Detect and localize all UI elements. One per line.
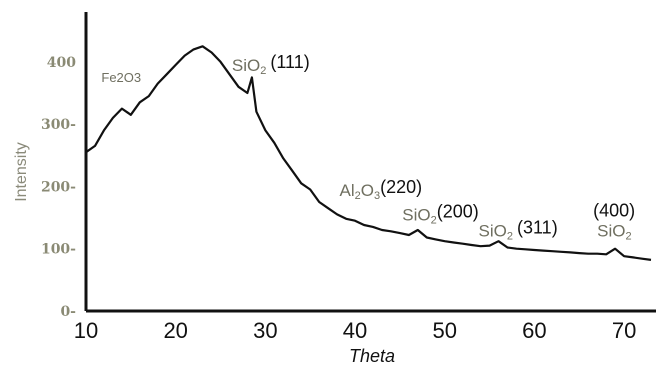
x-tick-label: 70 [612,318,636,343]
annotation-al2o3_220: Al2O3(220) [340,177,423,202]
series-line [85,45,652,261]
annotation-sio2_400: SiO2 [597,221,631,242]
y-tick-label: 0- [60,304,76,320]
y-tick-label: 100- [41,242,76,258]
y-tick-label: 200- [41,179,76,195]
x-tick-label: 40 [343,318,367,343]
annotation-sio2_200: SiO2(200) [402,202,479,227]
annotation-sio2_311: SiO2 (311) [479,217,558,242]
x-axis-title: Theta [349,346,395,365]
annotation-sio2_111: SiO2 (111) [232,52,310,77]
y-axis-title: Intensity [13,142,30,202]
x-tick-label: 30 [253,318,277,343]
x-ticks: 10 20 30 40 50 60 70 [74,318,637,343]
y-tick-label: 400 [47,55,76,71]
annotation-hkl: (400) [593,200,635,220]
x-tick-label: 20 [163,318,187,343]
y-ticks: 0- 100- 200- 300- 400 [41,55,76,320]
x-tick-label: 10 [74,318,98,343]
x-tick-label: 50 [432,318,456,343]
y-tick-label: 300- [41,117,76,133]
peak-annotations: Fe2O3 SiO2 (111) Al2O3(220)SiO2(200)SiO2 (31… [101,52,635,242]
annotation-fe2o3: Fe2O3 [101,70,141,85]
x-tick-label: 60 [522,318,546,343]
